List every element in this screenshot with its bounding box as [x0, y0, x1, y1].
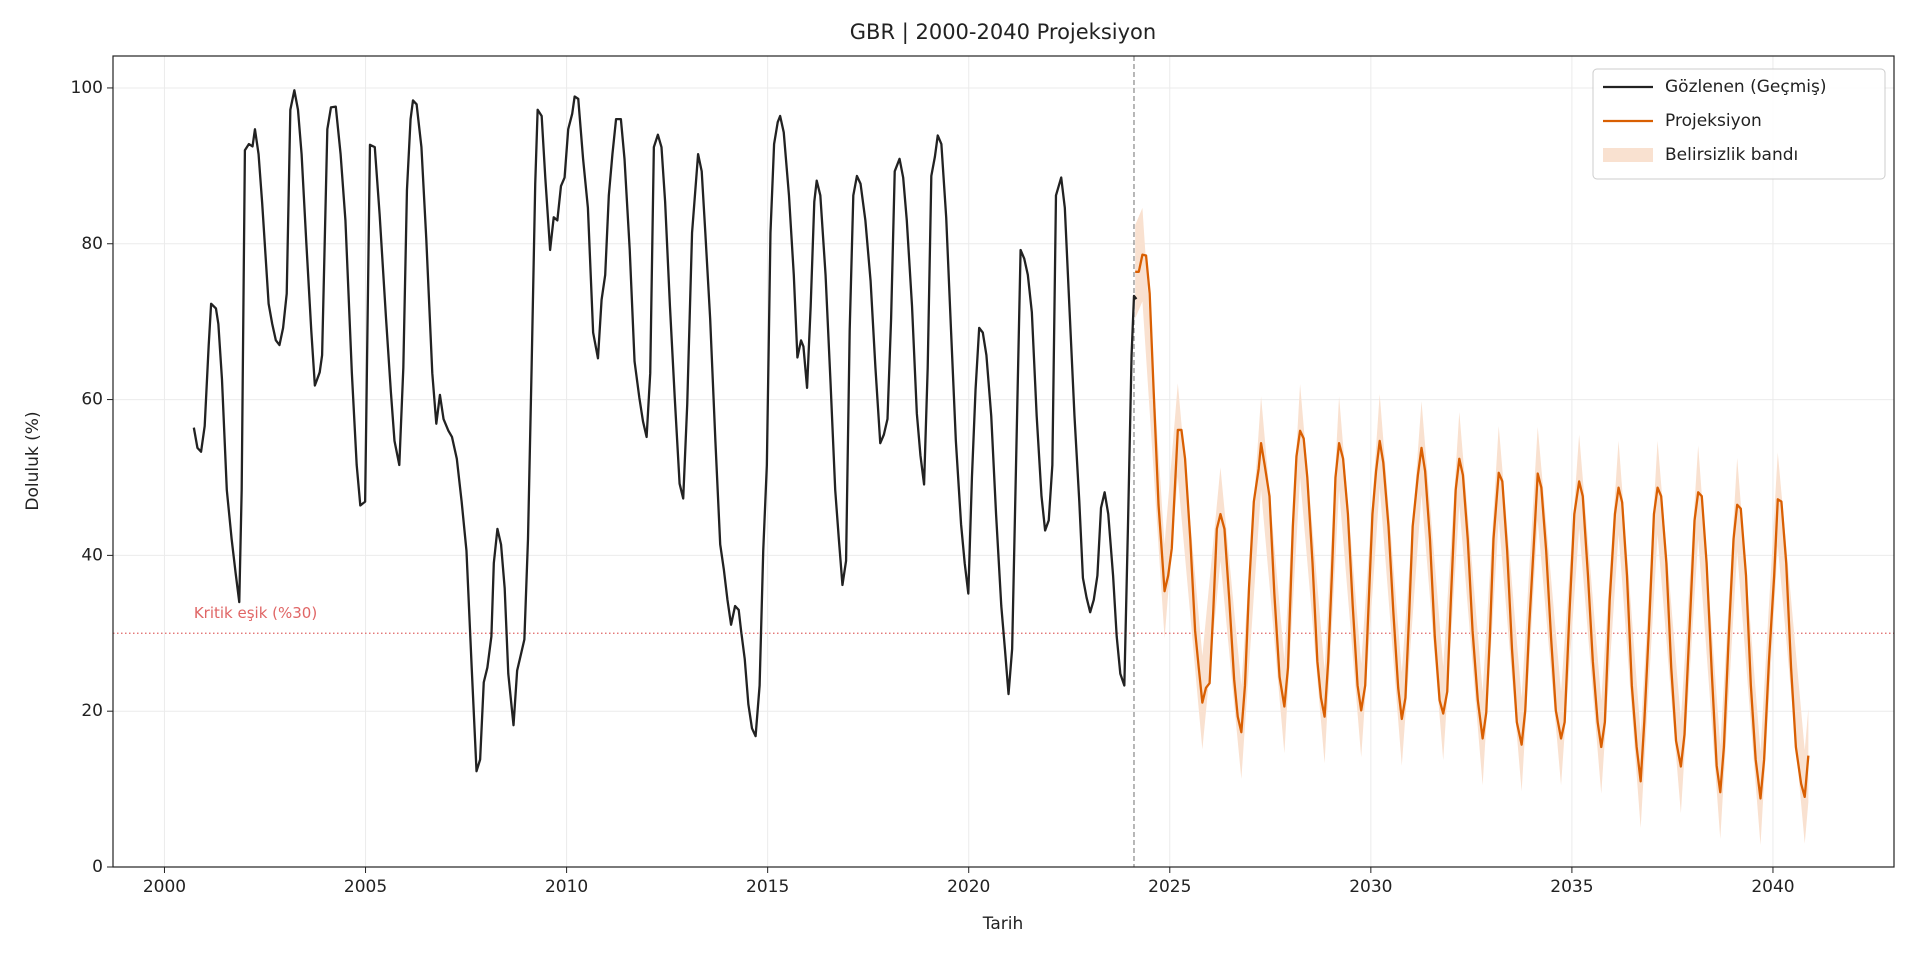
- x-tick-label: 2020: [947, 877, 990, 897]
- y-tick-label: 60: [81, 390, 103, 410]
- y-tick-label: 40: [81, 545, 103, 565]
- legend-box: [1592, 68, 1886, 180]
- plot-frame: [112, 55, 1895, 868]
- axes: 2000 2005 2010 2015 2020 2025 2030 2035 20400204…: [71, 78, 1795, 897]
- legend: Gözlenen (Geçmiş) Projeksiyon Belirsizlik …: [1592, 68, 1886, 180]
- series-line: [1135, 253, 1810, 800]
- x-tick-label: 2000: [143, 877, 186, 897]
- x-tick-label: 2035: [1550, 877, 1593, 897]
- y-tick-label: 100: [71, 78, 103, 98]
- y-axis-label: Doluluk (%): [23, 411, 43, 510]
- legend-label: Gözlenen (Geçmiş): [1665, 77, 1826, 97]
- plot-area: Kritik eşik (%30): [113, 56, 1894, 867]
- x-axis-label: Tarih: [982, 914, 1023, 934]
- legend-label: Belirsizlik bandı: [1665, 145, 1798, 165]
- x-tick-label: 2040: [1751, 877, 1794, 897]
- chart-title: GBR | 2000-2040 Projeksiyon: [850, 20, 1156, 45]
- uncertainty-band: [1135, 207, 1809, 846]
- y-tick-label: 20: [81, 701, 103, 721]
- legend-label: Projeksiyon: [1665, 111, 1762, 131]
- x-tick-label: 2025: [1148, 877, 1191, 897]
- threshold-label: Kritik eşik (%30): [194, 604, 317, 622]
- legend-swatch: [1603, 148, 1653, 162]
- x-tick-label: 2015: [746, 877, 789, 897]
- series-line: [192, 89, 1138, 773]
- y-tick-label: 0: [92, 857, 103, 877]
- x-tick-label: 2010: [545, 877, 588, 897]
- y-tick-label: 80: [81, 234, 103, 254]
- x-tick-label: 2030: [1349, 877, 1392, 897]
- x-tick-label: 2005: [344, 877, 387, 897]
